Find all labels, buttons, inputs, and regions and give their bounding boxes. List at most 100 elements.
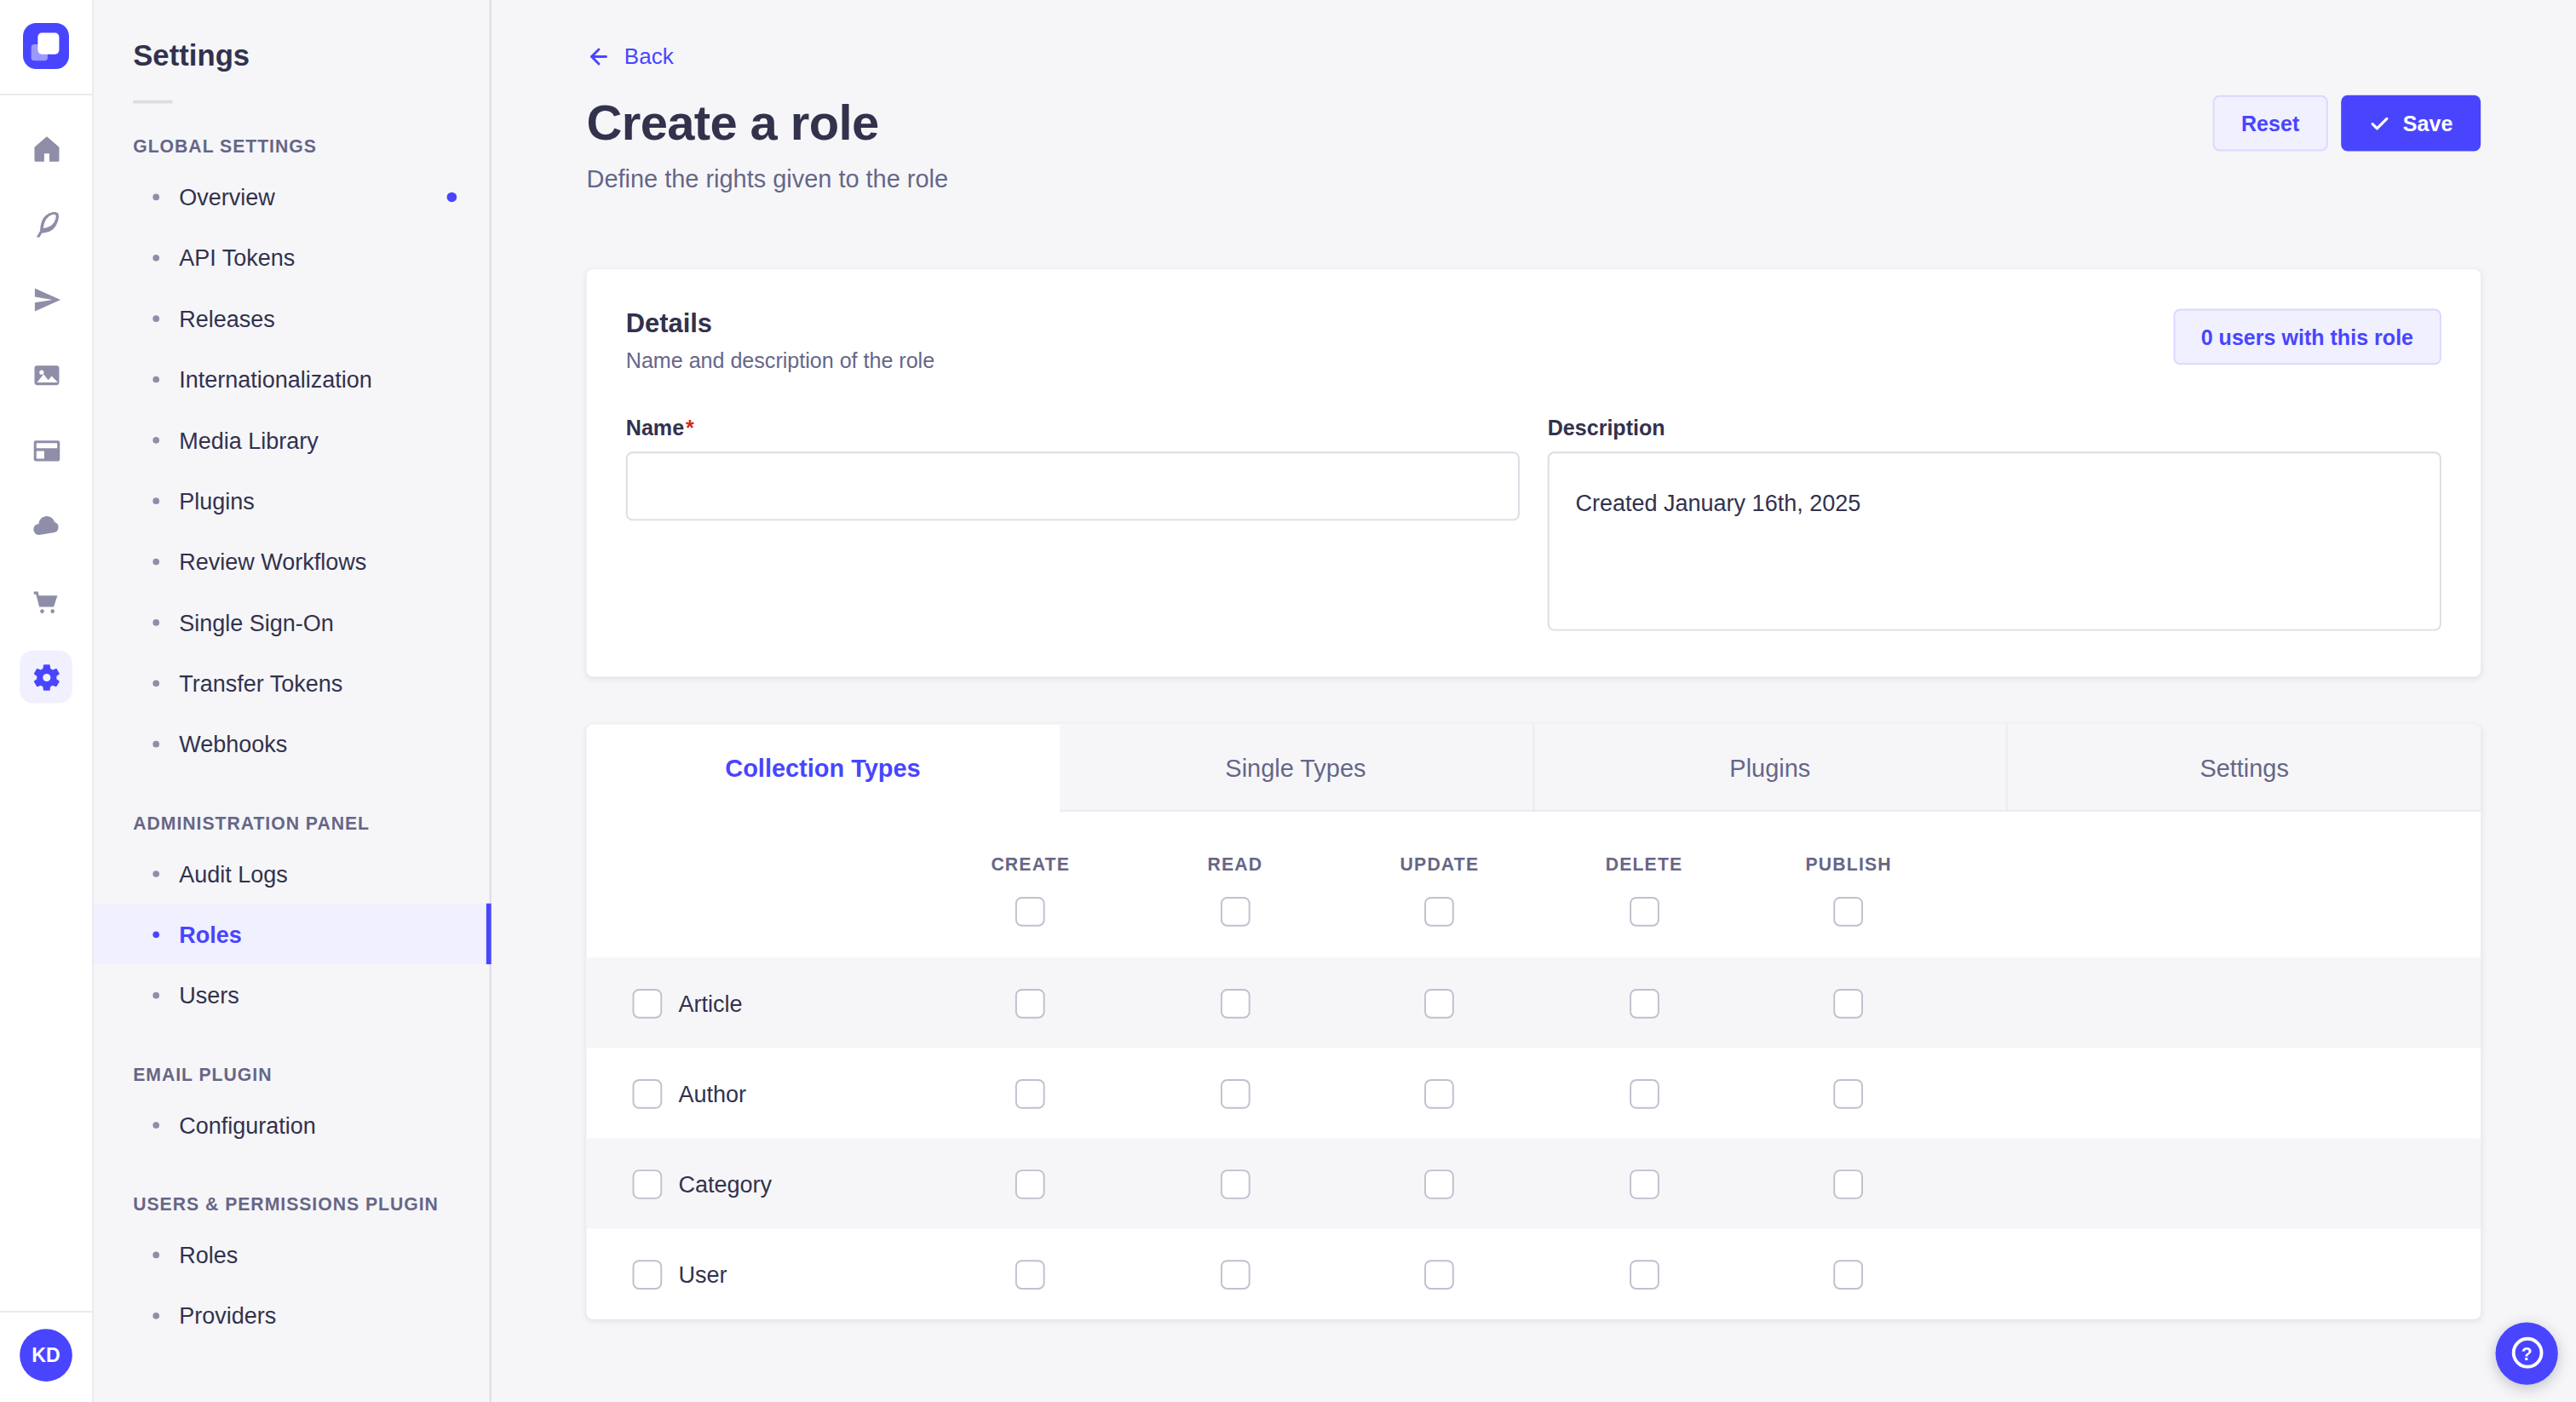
user-delete-checkbox[interactable] (1630, 1259, 1659, 1289)
article-publish-checkbox[interactable] (1834, 988, 1864, 1018)
rail-divider (0, 94, 93, 95)
article-create-checkbox[interactable] (1015, 988, 1045, 1018)
author-create-checkbox[interactable] (1015, 1078, 1045, 1108)
main-content: Back Create a role Define the rights giv… (492, 0, 2576, 1402)
media-library-nav-button[interactable] (20, 348, 72, 401)
description-label: Description (1548, 416, 1665, 440)
feather-icon (31, 208, 62, 239)
bullet-icon (152, 558, 159, 565)
question-mark-icon: ? (2511, 1337, 2543, 1369)
article-read-checkbox[interactable] (1220, 988, 1250, 1018)
name-label: Name* (626, 416, 694, 440)
select-all-create-checkbox[interactable] (1015, 897, 1045, 927)
tab-plugins[interactable]: Plugins (1532, 724, 2006, 811)
name-field-group: Name* (626, 412, 1520, 637)
article-delete-checkbox[interactable] (1630, 988, 1659, 1018)
reset-button[interactable]: Reset (2213, 95, 2327, 152)
category-publish-checkbox[interactable] (1834, 1169, 1864, 1198)
sidebar-item-releases[interactable]: Releases (94, 288, 490, 348)
sidebar-item-review-workflows[interactable]: Review Workflows (94, 531, 490, 591)
bullet-icon (152, 740, 159, 747)
bullet-icon (152, 497, 159, 503)
content-manager-nav-button[interactable] (20, 197, 72, 250)
content-type-builder-nav-button[interactable] (20, 424, 72, 477)
bullet-icon (152, 618, 159, 625)
help-button[interactable]: ? (2495, 1322, 2557, 1384)
images-icon (31, 359, 62, 390)
select-all-publish-checkbox[interactable] (1834, 897, 1864, 927)
author-delete-checkbox[interactable] (1630, 1078, 1659, 1108)
category-create-checkbox[interactable] (1015, 1169, 1045, 1198)
author-publish-checkbox[interactable] (1834, 1078, 1864, 1108)
select-all-delete-checkbox[interactable] (1630, 897, 1659, 927)
select-all-read-checkbox[interactable] (1220, 897, 1250, 927)
tab-settings[interactable]: Settings (2006, 724, 2481, 811)
user-update-checkbox[interactable] (1425, 1259, 1455, 1289)
sidebar-title: Settings (133, 39, 489, 74)
sidebar-item-plugins[interactable]: Plugins (94, 470, 490, 531)
sidebar-item-media-library[interactable]: Media Library (94, 409, 490, 469)
category-delete-checkbox[interactable] (1630, 1169, 1659, 1198)
section-label: USERS & PERMISSIONS PLUGIN (133, 1194, 489, 1214)
column-header-update: UPDATE (1400, 854, 1480, 874)
sidebar-divider (133, 101, 172, 104)
sidebar-item-internationalization[interactable]: Internationalization (94, 348, 490, 409)
strapi-logo[interactable] (23, 23, 69, 69)
details-subtitle: Name and description of the role (626, 348, 934, 373)
column-header-publish: PUBLISH (1806, 854, 1892, 874)
select-all-update-checkbox[interactable] (1425, 897, 1455, 927)
row-select-author-checkbox[interactable] (632, 1078, 662, 1108)
settings-nav-button[interactable] (20, 651, 72, 704)
column-header-create: CREATE (991, 854, 1070, 874)
user-avatar[interactable]: KD (20, 1328, 72, 1381)
sidebar-item-overview[interactable]: Overview (94, 166, 490, 227)
category-update-checkbox[interactable] (1425, 1169, 1455, 1198)
permissions-header-row: CREATE READ UPDATE DELETE (587, 812, 2481, 958)
article-update-checkbox[interactable] (1425, 988, 1455, 1018)
name-input[interactable] (626, 451, 1520, 520)
section-administration-panel: ADMINISTRATION PANEL Audit Logs Roles Us… (94, 813, 490, 1026)
tab-collection-types[interactable]: Collection Types (587, 724, 1060, 811)
sidebar-item-api-tokens[interactable]: API Tokens (94, 227, 490, 287)
marketplace-nav-button[interactable] (20, 575, 72, 628)
sidebar-item-webhooks[interactable]: Webhooks (94, 713, 490, 773)
row-select-user-checkbox[interactable] (632, 1259, 662, 1289)
sidebar-item-up-roles[interactable]: Roles (94, 1224, 490, 1284)
user-create-checkbox[interactable] (1015, 1259, 1045, 1289)
sidebar-item-transfer-tokens[interactable]: Transfer Tokens (94, 652, 490, 713)
release-nav-button[interactable] (20, 273, 72, 325)
author-update-checkbox[interactable] (1425, 1078, 1455, 1108)
table-row-author: Author (587, 1048, 2481, 1138)
tab-single-types[interactable]: Single Types (1059, 724, 1532, 811)
gear-icon (31, 661, 62, 692)
row-select-category-checkbox[interactable] (632, 1169, 662, 1198)
arrow-left-icon (587, 44, 612, 69)
save-button[interactable]: Save (2340, 95, 2481, 152)
sidebar-item-audit-logs[interactable]: Audit Logs (94, 842, 490, 903)
home-nav-button[interactable] (20, 122, 72, 175)
row-select-article-checkbox[interactable] (632, 988, 662, 1018)
page-subtitle: Define the rights given to the role (587, 164, 949, 192)
user-publish-checkbox[interactable] (1834, 1259, 1864, 1289)
back-link[interactable]: Back (587, 44, 674, 69)
bullet-icon (152, 376, 159, 382)
sidebar-item-configuration[interactable]: Configuration (94, 1094, 490, 1154)
bullet-icon (152, 436, 159, 443)
section-email-plugin: EMAIL PLUGIN Configuration (94, 1065, 490, 1155)
category-read-checkbox[interactable] (1220, 1169, 1250, 1198)
table-row-category: Category (587, 1139, 2481, 1229)
bullet-icon (152, 1312, 159, 1319)
check-icon (2368, 112, 2389, 134)
sidebar-item-roles[interactable]: Roles (94, 904, 490, 964)
users-with-role-button[interactable]: 0 users with this role (2173, 309, 2441, 365)
sidebar-item-providers[interactable]: Providers (94, 1284, 490, 1345)
user-read-checkbox[interactable] (1220, 1259, 1250, 1289)
description-textarea[interactable]: Created January 16th, 2025 (1548, 451, 2441, 630)
deploy-nav-button[interactable] (20, 499, 72, 552)
sidebar-item-single-sign-on[interactable]: Single Sign-On (94, 591, 490, 652)
sidebar-item-users[interactable]: Users (94, 964, 490, 1025)
section-global-settings: GLOBAL SETTINGS Overview API Tokens Rele… (94, 136, 490, 773)
bullet-icon (152, 931, 159, 938)
details-heading: Details Name and description of the role (626, 309, 934, 373)
author-read-checkbox[interactable] (1220, 1078, 1250, 1108)
